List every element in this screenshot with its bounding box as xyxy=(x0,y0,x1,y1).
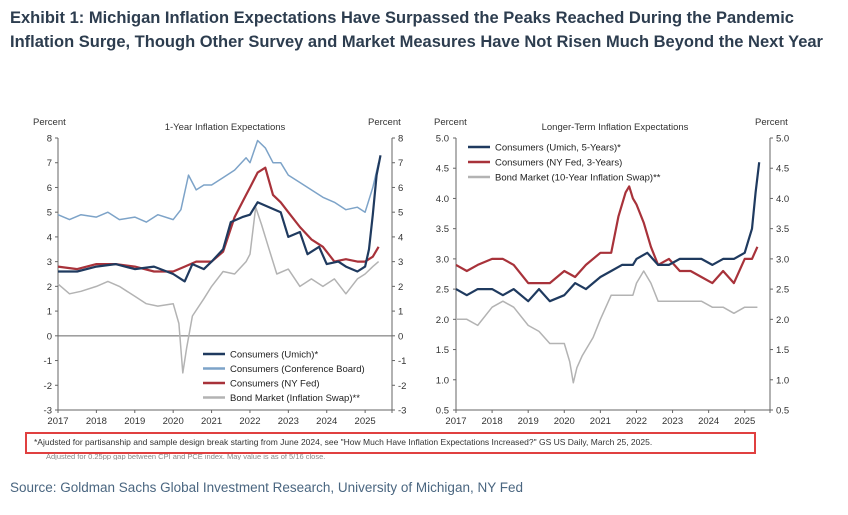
y-axis-label-right: Percent xyxy=(368,117,401,128)
x-tick-label: 2025 xyxy=(734,416,755,427)
y-tick-label-left: 0.5 xyxy=(436,406,449,417)
y-tick-label-right: -1 xyxy=(398,356,406,367)
x-tick-label: 2022 xyxy=(239,416,260,427)
y-tick-label-left: 3.0 xyxy=(436,254,449,265)
chart-title: 1-Year Inflation Expectations xyxy=(165,122,286,133)
x-tick-label: 2017 xyxy=(47,416,68,427)
y-tick-label-left: 7 xyxy=(47,158,52,169)
y-tick-label-left: 6 xyxy=(47,183,52,194)
y-tick-label-left: 2.5 xyxy=(436,285,449,296)
y-tick-label-left: 0 xyxy=(47,331,52,342)
y-tick-label-left: 1.5 xyxy=(436,345,449,356)
series-line-3 xyxy=(456,270,758,384)
legend-label: Consumers (NY Fed, 3-Years) xyxy=(495,158,622,169)
chart-panel-1: 1-Year Inflation Expectations Percent Perc… xyxy=(33,117,406,427)
chart-title: Longer-Term Inflation Expectations xyxy=(542,122,689,133)
x-tick-label: 2023 xyxy=(278,416,299,427)
y-tick-label-right: 5.0 xyxy=(776,134,789,145)
y-tick-label-right: 2.5 xyxy=(776,285,789,296)
x-tick-label: 2022 xyxy=(626,416,647,427)
y-tick-label-right: 3.0 xyxy=(776,254,789,265)
x-tick-label: 2017 xyxy=(445,416,466,427)
y-tick-label-left: 5.0 xyxy=(436,134,449,145)
y-tick-label-right: -3 xyxy=(398,406,406,417)
y-tick-label-right: 3 xyxy=(398,257,403,268)
legend-label: Consumers (Conference Board) xyxy=(230,364,365,375)
series-line-2 xyxy=(57,139,380,223)
legend-label: Consumers (Umich)* xyxy=(230,350,318,361)
y-tick-label-left: 3 xyxy=(47,257,52,268)
x-tick-label: 2021 xyxy=(201,416,222,427)
x-tick-label: 2025 xyxy=(355,416,376,427)
y-tick-label-left: -1 xyxy=(44,356,52,367)
x-tick-label: 2018 xyxy=(482,416,503,427)
y-tick-label-left: 8 xyxy=(47,134,52,145)
legend-label: Consumers (NY Fed) xyxy=(230,379,320,390)
y-tick-label-left: 5 xyxy=(47,208,52,219)
y-tick-label-right: 4.5 xyxy=(776,164,789,175)
y-tick-label-left: 4 xyxy=(47,232,52,243)
y-tick-label-left: 4.5 xyxy=(436,164,449,175)
y-tick-label-left: 1 xyxy=(47,307,52,318)
y-axis-label-left: Percent xyxy=(434,117,467,128)
y-tick-label-left: 3.5 xyxy=(436,224,449,235)
y-tick-label-right: 1 xyxy=(398,307,403,318)
series-line-2 xyxy=(455,185,759,285)
y-tick-label-left: -2 xyxy=(44,381,52,392)
y-tick-label-right: 5 xyxy=(398,208,403,219)
x-tick-label: 2021 xyxy=(590,416,611,427)
series-line-3 xyxy=(57,166,380,273)
chart-panel-2: Longer-Term Inflation Expectations Percen… xyxy=(434,117,789,427)
y-tick-label-right: 8 xyxy=(398,134,403,145)
y-tick-label-left: 2 xyxy=(47,282,52,293)
legend-label: Bond Market (Inflation Swap)** xyxy=(230,393,360,404)
series-line-1 xyxy=(455,162,761,303)
series-line-1 xyxy=(58,155,382,283)
legend-label: Consumers (Umich, 5-Years)* xyxy=(495,143,621,154)
y-tick-label-right: 6 xyxy=(398,183,403,194)
y-tick-label-right: 4.0 xyxy=(776,194,789,205)
source-line: Source: Goldman Sachs Global Investment … xyxy=(10,480,523,495)
y-tick-label-left: -3 xyxy=(44,406,52,417)
y-tick-label-right: 7 xyxy=(398,158,403,169)
x-tick-label: 2024 xyxy=(316,416,337,427)
y-tick-label-right: 1.0 xyxy=(776,375,789,386)
y-tick-label-right: 4 xyxy=(398,232,403,243)
y-tick-label-right: 1.5 xyxy=(776,345,789,356)
x-tick-label: 2023 xyxy=(662,416,683,427)
y-tick-label-left: 4.0 xyxy=(436,194,449,205)
x-tick-label: 2019 xyxy=(518,416,539,427)
y-tick-label-right: 2 xyxy=(398,282,403,293)
footnote-swap-adjustment: Adjusted for 0.25pp gap between CPI and … xyxy=(46,452,326,460)
y-tick-label-right: 2.0 xyxy=(776,315,789,326)
series-line-4 xyxy=(57,206,380,374)
footnote-highlight-box xyxy=(25,432,756,454)
charts-canvas: 1-Year Inflation Expectations Percent Perc… xyxy=(33,117,789,427)
x-tick-label: 2020 xyxy=(554,416,575,427)
y-tick-label-right: 0.5 xyxy=(776,406,789,417)
x-tick-label: 2024 xyxy=(698,416,719,427)
footnote-partisanship: *Ajudsted for partisanship and sample de… xyxy=(34,437,653,447)
y-tick-label-right: 3.5 xyxy=(776,224,789,235)
x-tick-label: 2020 xyxy=(163,416,184,427)
legend-label: Bond Market (10-Year Inflation Swap)** xyxy=(495,173,661,184)
y-tick-label-left: 1.0 xyxy=(436,375,449,386)
y-axis-label-left: Percent xyxy=(33,117,66,128)
x-tick-label: 2018 xyxy=(86,416,107,427)
y-tick-label-left: 2.0 xyxy=(436,315,449,326)
y-tick-label-right: 0 xyxy=(398,331,403,342)
x-tick-label: 2019 xyxy=(124,416,145,427)
y-tick-label-right: -2 xyxy=(398,381,406,392)
y-axis-label-right: Percent xyxy=(755,117,788,128)
exhibit-title: Exhibit 1: Michigan Inflation Expectatio… xyxy=(10,9,823,51)
